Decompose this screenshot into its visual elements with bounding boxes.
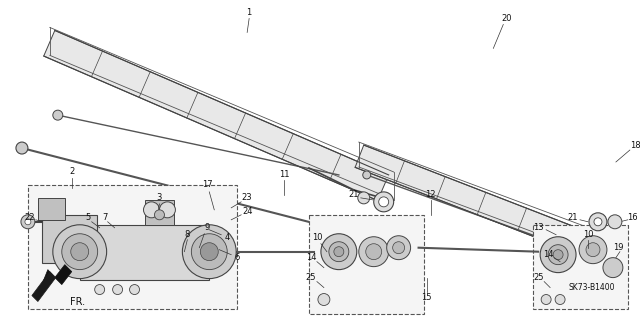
Circle shape [143, 202, 159, 218]
Text: 23: 23 [242, 193, 252, 202]
Circle shape [182, 225, 236, 278]
Circle shape [365, 244, 381, 260]
Text: 22: 22 [25, 213, 35, 222]
Text: 7: 7 [102, 213, 108, 222]
Text: 1: 1 [246, 8, 252, 17]
Circle shape [159, 202, 175, 218]
Circle shape [594, 218, 602, 226]
Bar [80, 225, 209, 279]
Circle shape [25, 219, 31, 225]
Circle shape [321, 234, 356, 270]
Circle shape [359, 237, 388, 267]
Text: 17: 17 [202, 181, 212, 189]
Text: 21: 21 [349, 190, 359, 199]
Bar [42, 215, 97, 263]
Polygon shape [38, 265, 72, 294]
Circle shape [374, 192, 394, 212]
Text: 11: 11 [279, 170, 289, 180]
Text: 16: 16 [628, 213, 638, 222]
Circle shape [71, 243, 89, 261]
Text: 3: 3 [157, 193, 162, 202]
Circle shape [318, 293, 330, 306]
Circle shape [62, 234, 98, 270]
Circle shape [586, 243, 600, 257]
Text: 10: 10 [583, 230, 593, 239]
Circle shape [387, 236, 411, 260]
Text: 10: 10 [312, 233, 322, 242]
Circle shape [21, 215, 35, 229]
Circle shape [540, 237, 576, 273]
Circle shape [16, 142, 28, 154]
Circle shape [541, 294, 551, 305]
Text: 25: 25 [306, 273, 316, 282]
Text: 14: 14 [306, 253, 316, 262]
Circle shape [200, 243, 218, 261]
Circle shape [579, 236, 607, 263]
Text: 24: 24 [242, 207, 252, 216]
Circle shape [589, 213, 607, 231]
Text: 25: 25 [533, 273, 543, 282]
Circle shape [129, 285, 140, 294]
Circle shape [555, 294, 565, 305]
Circle shape [329, 242, 349, 262]
Polygon shape [355, 145, 608, 262]
Circle shape [393, 242, 404, 254]
Text: 9: 9 [205, 223, 210, 232]
Circle shape [363, 171, 371, 179]
Circle shape [379, 197, 388, 207]
Text: 19: 19 [612, 243, 623, 252]
Text: 12: 12 [426, 190, 436, 199]
Polygon shape [145, 200, 175, 225]
Circle shape [608, 215, 622, 229]
Polygon shape [32, 271, 56, 301]
Polygon shape [38, 198, 65, 220]
Bar [533, 225, 628, 309]
Circle shape [154, 210, 164, 220]
Circle shape [113, 285, 123, 294]
Circle shape [53, 110, 63, 120]
Text: 6: 6 [234, 253, 240, 262]
Text: 20: 20 [501, 14, 511, 23]
Circle shape [53, 225, 107, 278]
Text: SK73-B1400: SK73-B1400 [568, 283, 614, 292]
Bar [28, 185, 237, 309]
Circle shape [334, 247, 344, 257]
Text: 15: 15 [421, 293, 432, 302]
Text: 13: 13 [533, 223, 543, 232]
Text: 21: 21 [568, 213, 579, 222]
Text: FR.: FR. [70, 297, 85, 307]
Circle shape [95, 285, 105, 294]
Polygon shape [44, 30, 388, 201]
Circle shape [603, 258, 623, 278]
Bar [309, 215, 424, 315]
Text: 4: 4 [225, 233, 230, 242]
Circle shape [191, 234, 227, 270]
Text: 18: 18 [630, 141, 640, 150]
Text: 8: 8 [185, 230, 190, 239]
Circle shape [548, 245, 568, 265]
Text: 5: 5 [85, 213, 90, 222]
Text: 14: 14 [543, 250, 554, 259]
Circle shape [358, 192, 370, 204]
Circle shape [553, 250, 563, 260]
Text: 2: 2 [69, 167, 74, 176]
